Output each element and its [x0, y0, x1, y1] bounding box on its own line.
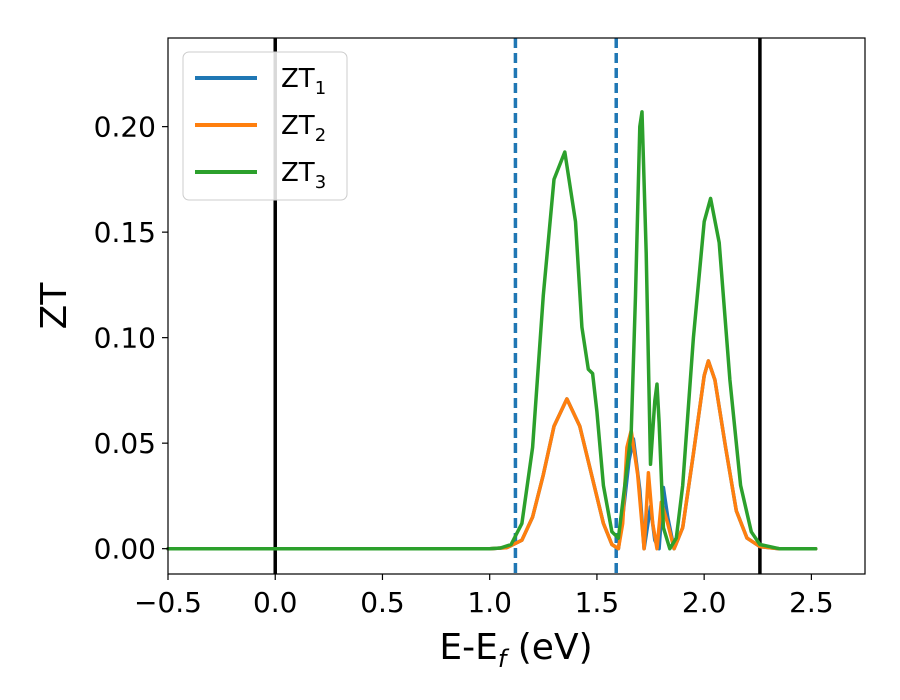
series-line-2: [166, 359, 818, 551]
legend-label-1: ZT1: [281, 64, 326, 99]
series-line-1: [166, 359, 818, 551]
x-tick-label: 0.0: [253, 586, 298, 619]
y-tick-label: 0.10: [94, 322, 156, 355]
y-tick-label: 0.00: [94, 533, 156, 566]
plot-frame: [167, 37, 866, 575]
x-tick-label: 2.0: [682, 586, 727, 619]
series-lines: [166, 110, 818, 551]
x-tick-label: 0.5: [360, 586, 405, 619]
x-tick-label: −0.5: [134, 586, 202, 619]
x-tick-label: 2.5: [789, 586, 834, 619]
x-tick-label: 1.0: [467, 586, 512, 619]
y-axis-label: ZT: [34, 282, 75, 330]
legend-items: ZT1 ZT2 ZT3: [195, 64, 326, 193]
legend-label-3: ZT3: [281, 158, 326, 193]
series-line-3: [166, 110, 818, 551]
y-tick-label: 0.05: [94, 427, 156, 460]
x-axis-ticks: −0.5 0.0 0.5 1.0 1.5 2.0 2.5: [134, 574, 834, 619]
legend: ZT1 ZT2 ZT3: [182, 51, 348, 201]
legend-label-2: ZT2: [281, 111, 326, 146]
y-tick-label: 0.15: [94, 216, 156, 249]
legend-box: [182, 51, 348, 201]
x-axis-label: E-Ef (eV): [439, 627, 592, 673]
y-tick-label: 0.20: [94, 111, 156, 144]
x-tick-label: 1.5: [575, 586, 620, 619]
y-axis-ticks: 0.00 0.05 0.10 0.15 0.20: [94, 111, 168, 566]
